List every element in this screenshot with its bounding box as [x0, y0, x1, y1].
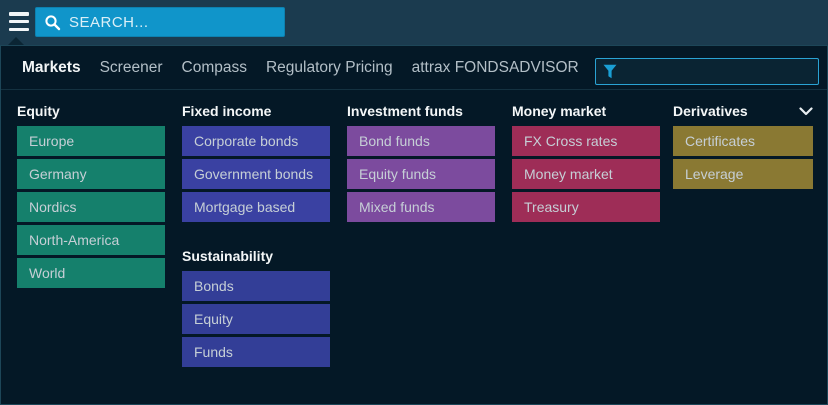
menu-item-world[interactable]: World [17, 258, 165, 288]
menu-item-government-bonds[interactable]: Government bonds [182, 159, 330, 189]
menu-item-germany[interactable]: Germany [17, 159, 165, 189]
search-input[interactable] [69, 13, 276, 31]
menu-item-sustainability-bonds[interactable]: Bonds [182, 271, 330, 301]
category-title-label: Investment funds [347, 103, 463, 119]
category-column-investment-funds: Investment funds Bond funds Equity funds… [347, 90, 495, 225]
category-title-label: Sustainability [182, 248, 274, 264]
tab-regulatory-pricing[interactable]: Regulatory Pricing [265, 58, 393, 76]
menu-item-europe[interactable]: Europe [17, 126, 165, 156]
menu-item-leverage[interactable]: Leverage [673, 159, 813, 189]
search-box[interactable] [35, 7, 285, 37]
top-bar [0, 0, 828, 45]
dropdown-notch [8, 37, 24, 45]
menu-item-certificates[interactable]: Certificates [673, 126, 813, 156]
tab-attrax-fondsadvisor[interactable]: attrax FONDSADVISOR [411, 58, 579, 76]
category-column-equity: Equity Europe Germany Nordics North-Amer… [17, 90, 165, 291]
filter-box[interactable] [595, 58, 819, 85]
tab-markets[interactable]: Markets [22, 58, 81, 76]
category-title-equity: Equity [17, 103, 165, 119]
menu-item-corporate-bonds[interactable]: Corporate bonds [182, 126, 330, 156]
menu-item-treasury[interactable]: Treasury [512, 192, 660, 222]
category-column-fixed-income: Fixed income Corporate bonds Government … [182, 90, 330, 370]
menu-item-bond-funds[interactable]: Bond funds [347, 126, 495, 156]
menu-item-mortgage-based[interactable]: Mortgage based [182, 192, 330, 222]
menu-item-north-america[interactable]: North-America [17, 225, 165, 255]
category-title-label: Derivatives [673, 103, 748, 119]
category-title-label: Money market [512, 103, 607, 119]
menu-item-nordics[interactable]: Nordics [17, 192, 165, 222]
category-title-sustainability: Sustainability [182, 248, 330, 264]
menu-item-sustainability-equity[interactable]: Equity [182, 304, 330, 334]
menu-item-money-market[interactable]: Money market [512, 159, 660, 189]
tab-compass[interactable]: Compass [181, 58, 247, 76]
nav-tabs-row: Markets Screener Compass Regulatory Pric… [1, 46, 827, 90]
menu-item-mixed-funds[interactable]: Mixed funds [347, 192, 495, 222]
menu-item-sustainability-funds[interactable]: Funds [182, 337, 330, 367]
category-title-label: Equity [17, 103, 60, 119]
tab-screener[interactable]: Screener [99, 58, 163, 76]
category-title-derivatives: Derivatives [673, 103, 813, 119]
category-title-money-market: Money market [512, 103, 660, 119]
markets-mega-menu-panel: Markets Screener Compass Regulatory Pric… [0, 45, 828, 405]
category-title-label: Fixed income [182, 103, 272, 119]
category-column-derivatives: Derivatives Certificates Leverage [673, 90, 813, 192]
category-title-fixed-income: Fixed income [182, 103, 330, 119]
search-icon [45, 14, 61, 30]
menu-content: Equity Europe Germany Nordics North-Amer… [1, 90, 827, 404]
menu-item-equity-funds[interactable]: Equity funds [347, 159, 495, 189]
chevron-down-icon[interactable] [799, 106, 813, 116]
menu-item-fx-cross-rates[interactable]: FX Cross rates [512, 126, 660, 156]
category-column-money-market: Money market FX Cross rates Money market… [512, 90, 660, 225]
filter-funnel-icon [603, 64, 617, 79]
category-title-investment-funds: Investment funds [347, 103, 495, 119]
filter-input[interactable] [623, 64, 811, 79]
hamburger-menu-icon[interactable] [9, 12, 29, 31]
